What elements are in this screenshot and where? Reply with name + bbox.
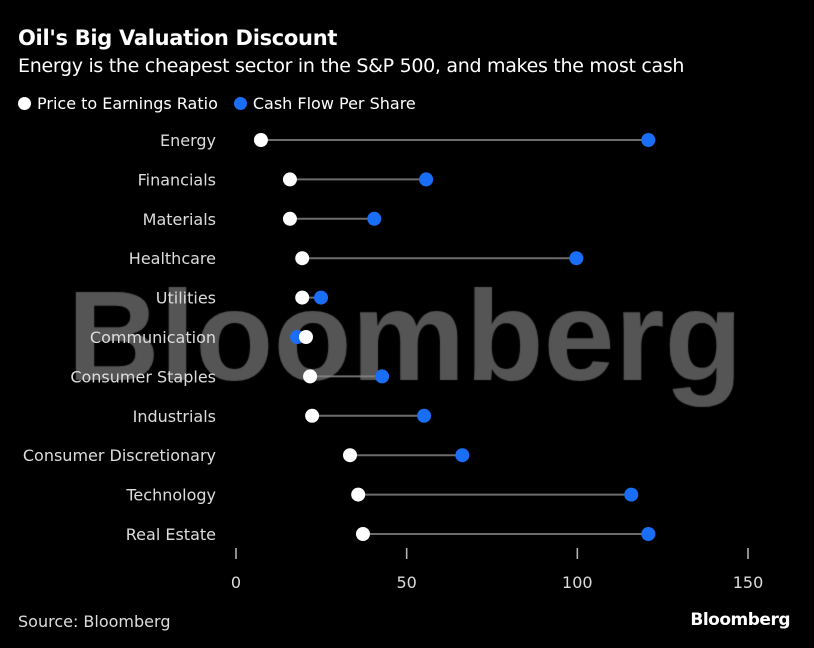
category-label: Healthcare	[129, 249, 216, 268]
category-label: Communication	[90, 328, 216, 347]
point-cash-flow	[624, 487, 639, 502]
point-cash-flow	[641, 527, 656, 541]
point-cash-flow	[417, 408, 432, 423]
category-label: Financials	[138, 170, 216, 189]
category-label: Technology	[125, 486, 216, 505]
legend-label-pe: Price to Earnings Ratio	[37, 94, 218, 113]
category-label: Energy	[160, 131, 216, 150]
point-pe-ratio	[305, 408, 320, 423]
point-cash-flow	[419, 172, 434, 187]
category-label: Real Estate	[126, 525, 216, 544]
x-tick-label: 50	[396, 573, 416, 592]
legend: Price to Earnings Ratio Cash Flow Per Sh…	[18, 94, 416, 113]
point-pe-ratio	[295, 251, 310, 266]
bloomberg-logo: Bloomberg	[690, 610, 790, 630]
point-cash-flow	[313, 290, 328, 305]
point-pe-ratio	[303, 369, 318, 384]
category-label: Consumer Staples	[70, 367, 216, 386]
point-cash-flow	[641, 133, 656, 147]
chart-subtitle: Energy is the cheapest sector in the S&P…	[18, 55, 685, 77]
point-pe-ratio	[343, 448, 358, 463]
category-label: Utilities	[156, 289, 216, 308]
point-pe-ratio	[282, 211, 297, 226]
legend-label-cash: Cash Flow Per Share	[252, 94, 416, 113]
x-tick-label: 150	[733, 573, 764, 592]
category-label: Materials	[143, 210, 216, 229]
category-label: Industrials	[133, 407, 216, 426]
legend-swatch-pe	[18, 97, 31, 110]
point-pe-ratio	[351, 487, 366, 502]
x-tick-label: 0	[231, 573, 241, 592]
legend-swatch-cash	[233, 97, 247, 110]
point-pe-ratio	[298, 330, 313, 344]
point-pe-ratio	[282, 172, 297, 187]
x-tick-label: 100	[562, 573, 593, 592]
point-cash-flow	[367, 211, 382, 226]
point-cash-flow	[455, 448, 470, 463]
point-cash-flow	[375, 369, 390, 384]
source-note: Source: Bloomberg	[18, 612, 171, 631]
chart-title: Oil's Big Valuation Discount	[18, 26, 338, 50]
category-label: Consumer Discretionary	[23, 446, 216, 465]
point-pe-ratio	[295, 290, 310, 305]
point-cash-flow	[569, 251, 584, 266]
point-pe-ratio	[253, 133, 268, 147]
point-pe-ratio	[355, 527, 370, 541]
